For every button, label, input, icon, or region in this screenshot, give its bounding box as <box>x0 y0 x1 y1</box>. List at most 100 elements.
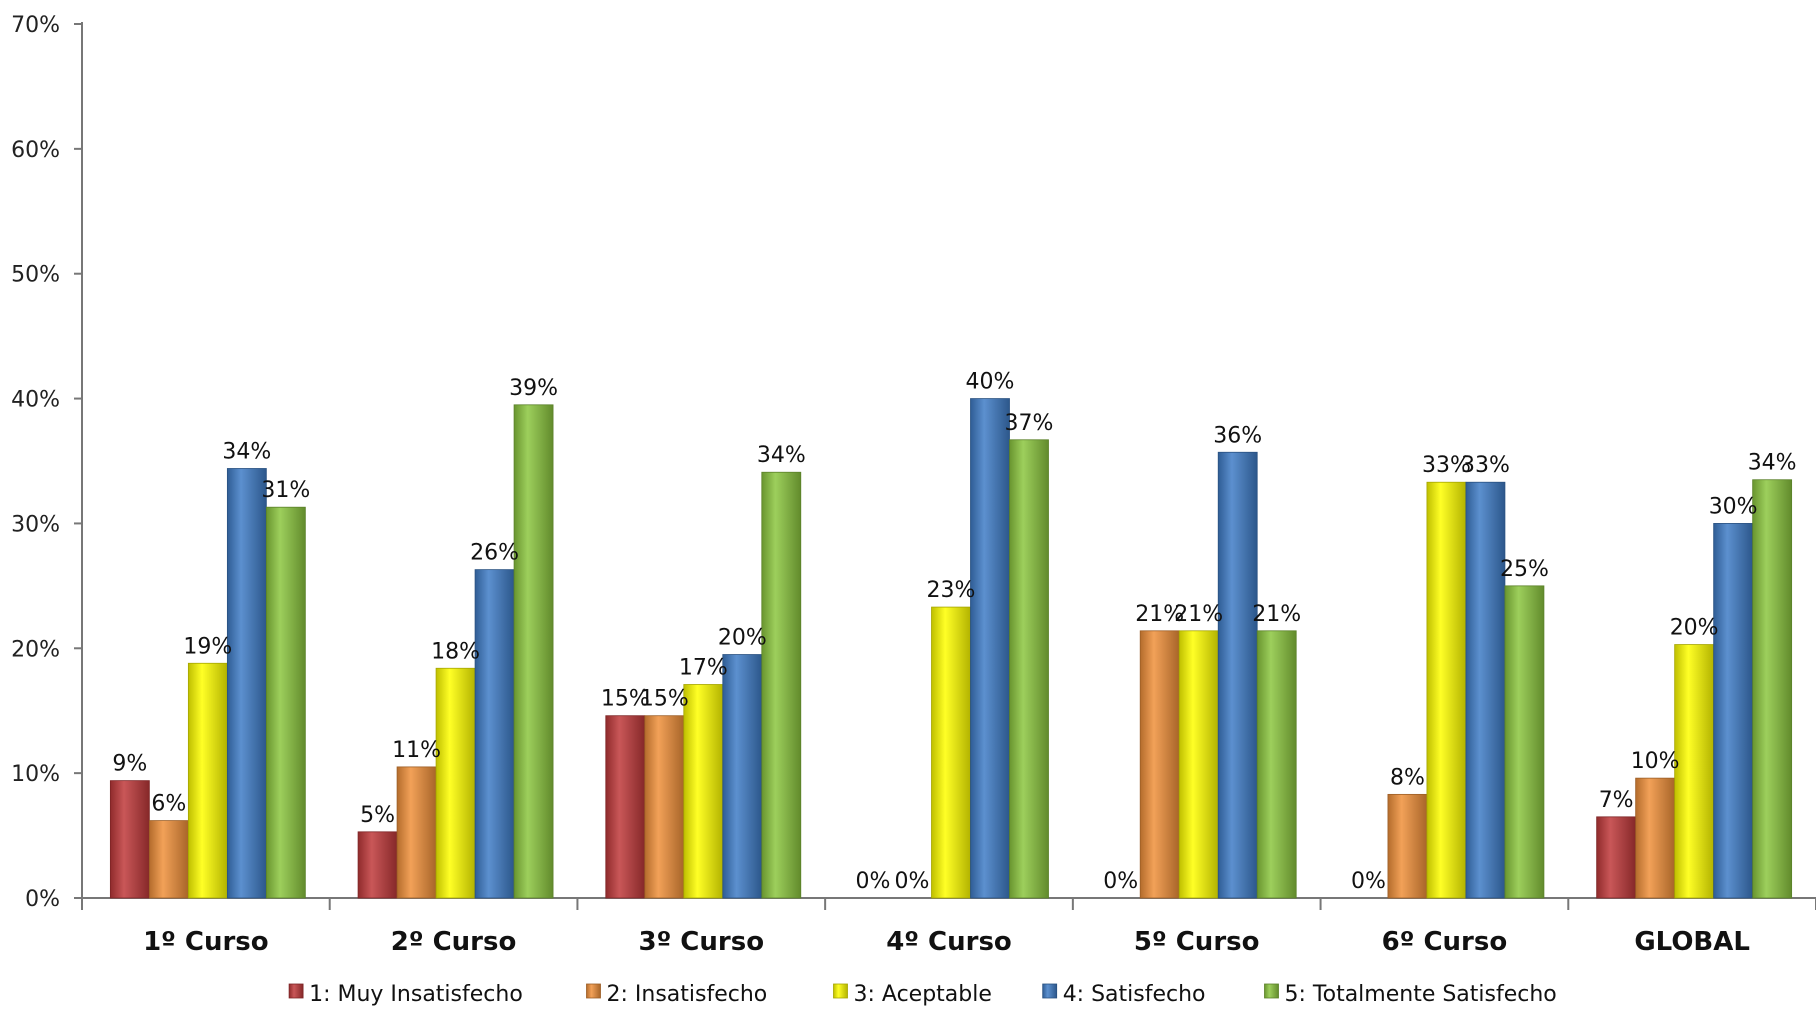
legend-swatch <box>1264 983 1279 999</box>
legend-label: 4: Satisfecho <box>1063 982 1206 1007</box>
bar <box>1713 523 1754 899</box>
bar <box>1465 481 1506 899</box>
bar <box>970 398 1010 899</box>
bar <box>1426 481 1467 899</box>
x-tick-label: 3º Curso <box>639 927 765 957</box>
y-tick-label: 10% <box>11 762 60 787</box>
bar <box>474 569 515 899</box>
data-labels: 9%6% 19% 34% 31% 5% 11% 18% 26% 39% 15%15% 17% 20% 3… <box>112 370 1796 894</box>
bar <box>931 606 971 899</box>
bar <box>1256 630 1297 899</box>
legend-swatch <box>586 983 601 999</box>
data-label: 11% <box>392 738 441 763</box>
x-axis: 1º Curso 2º Curso 3º Curso 4º Curso 5º Curso… <box>81 897 1816 957</box>
legend-item: 5: Totalmente Satisfecho <box>1264 982 1557 1007</box>
bar <box>109 780 150 899</box>
legend-label: 1: Muy Insatisfecho <box>309 982 523 1007</box>
bar <box>1009 439 1049 899</box>
bar <box>683 684 724 899</box>
legend-swatch <box>1042 983 1058 999</box>
data-label: 17% <box>679 655 728 680</box>
data-label: 18% <box>431 639 480 664</box>
bar <box>357 831 398 899</box>
bar <box>722 654 763 899</box>
data-label: 0% <box>1351 869 1386 894</box>
legend-swatch <box>833 983 848 999</box>
data-label: 34% <box>1748 451 1797 476</box>
data-label: 21% <box>1174 602 1223 627</box>
y-tick-label: 70% <box>11 13 60 38</box>
bars <box>109 398 1793 899</box>
data-label: 34% <box>222 439 271 464</box>
data-label: 31% <box>261 478 310 503</box>
bar <box>1752 479 1793 899</box>
legend-label: 5: Totalmente Satisfecho <box>1285 982 1557 1007</box>
x-tick-label: 5º Curso <box>1134 927 1260 957</box>
bar <box>1178 630 1219 899</box>
bar <box>1674 644 1715 899</box>
legend-label: 2: Insatisfecho <box>607 982 768 1007</box>
data-label: 36% <box>1213 423 1262 448</box>
bar <box>644 715 685 899</box>
legend: 1: Muy Insatisfecho 2: Insatisfecho 3: Ace… <box>288 982 1557 1007</box>
data-label: 25% <box>1500 557 1549 582</box>
bar <box>265 506 306 899</box>
data-label: 37% <box>1005 411 1054 436</box>
bar <box>1596 816 1637 899</box>
data-label: 8% <box>1390 765 1425 790</box>
data-label: 5% <box>360 803 395 828</box>
data-label: 33% <box>1422 453 1471 478</box>
bar <box>226 468 267 899</box>
data-label: 20% <box>1670 616 1719 641</box>
legend-label: 3: Aceptable <box>854 982 992 1007</box>
x-tick-label: 6º Curso <box>1382 927 1508 957</box>
x-tick-label: 2º Curso <box>391 927 517 957</box>
bar <box>187 662 228 899</box>
data-label: 30% <box>1709 494 1758 519</box>
y-tick-label: 0% <box>25 887 60 912</box>
data-label: 21% <box>1252 602 1301 627</box>
data-label: 9% <box>112 752 147 777</box>
data-label: 10% <box>1631 749 1680 774</box>
data-label: 23% <box>927 578 976 603</box>
data-label: 26% <box>470 541 519 566</box>
bar <box>513 404 554 899</box>
legend-item: 3: Aceptable <box>833 982 992 1007</box>
data-label: 34% <box>757 443 806 468</box>
data-label: 15% <box>640 687 689 712</box>
bar <box>396 766 437 899</box>
y-tick-label: 30% <box>11 512 60 537</box>
legend-item: 1: Muy Insatisfecho <box>288 982 523 1007</box>
data-label: 6% <box>151 792 186 817</box>
bar <box>148 820 189 899</box>
bar <box>761 471 802 899</box>
legend-item: 4: Satisfecho <box>1042 982 1206 1007</box>
bar <box>1217 451 1258 899</box>
data-label: 19% <box>183 634 232 659</box>
data-label: 0% <box>1103 869 1138 894</box>
data-label: 33% <box>1461 453 1510 478</box>
x-tick-label: GLOBAL <box>1634 927 1750 957</box>
data-label: 0% <box>895 869 930 894</box>
legend-swatch <box>288 983 304 999</box>
x-tick-label: 4º Curso <box>886 927 1012 957</box>
bar <box>1387 793 1428 899</box>
bar <box>1504 585 1545 899</box>
bar <box>1635 777 1676 899</box>
bar <box>1139 630 1180 899</box>
bar <box>435 667 476 899</box>
y-tick-label: 20% <box>11 637 60 662</box>
data-label: 0% <box>856 869 891 894</box>
y-tick-label: 50% <box>11 263 60 288</box>
data-label: 7% <box>1599 788 1634 813</box>
data-label: 40% <box>966 370 1015 395</box>
y-tick-label: 60% <box>11 138 60 163</box>
data-label: 15% <box>601 687 650 712</box>
data-label: 39% <box>509 376 558 401</box>
data-label: 21% <box>1135 602 1184 627</box>
x-tick-label: 1º Curso <box>143 927 269 957</box>
data-label: 20% <box>718 626 767 651</box>
y-axis: 0% 10% 20% 30% 40% 50% 60% 70% <box>11 13 83 912</box>
legend-item: 2: Insatisfecho <box>586 982 768 1007</box>
